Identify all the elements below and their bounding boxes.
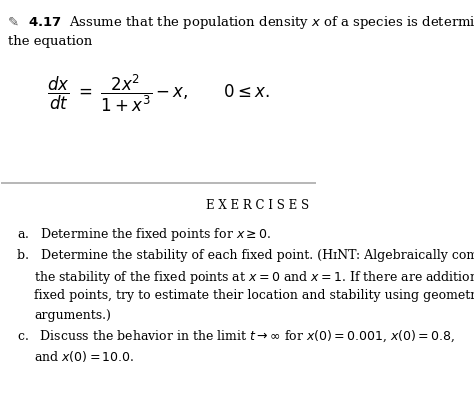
Text: $\dfrac{dx}{dt} \ = \ \dfrac{2x^2}{1+x^3} - x, \qquad 0 \leq x.$: $\dfrac{dx}{dt} \ = \ \dfrac{2x^2}{1+x^3…: [47, 72, 270, 114]
Text: the stability of the fixed points at $x = 0$ and $x = 1$. If there are additiona: the stability of the fixed points at $x …: [35, 269, 474, 286]
Text: $\mathbf{4.17}$  Assume that the population density $x$ of a species is determin: $\mathbf{4.17}$ Assume that the populati…: [28, 14, 474, 31]
Text: b.   Determine the stability of each fixed point. (HɪNT: Algebraically compute: b. Determine the stability of each fixed…: [17, 249, 474, 262]
Text: and $x(0) = 10.0$.: and $x(0) = 10.0$.: [35, 348, 135, 364]
Text: fixed points, try to estimate their location and stability using geometric: fixed points, try to estimate their loca…: [35, 289, 474, 302]
Text: a.   Determine the fixed points for $x \geq 0$.: a. Determine the fixed points for $x \ge…: [17, 227, 272, 243]
Text: the equation: the equation: [8, 35, 92, 48]
Text: c.   Discuss the behavior in the limit $t \to \infty$ for $x(0) = 0.001$, $x(0) : c. Discuss the behavior in the limit $t …: [17, 329, 455, 344]
Text: E X E R C I S E S: E X E R C I S E S: [206, 198, 310, 211]
Text: ✎: ✎: [8, 15, 19, 28]
Text: arguments.): arguments.): [35, 309, 111, 322]
